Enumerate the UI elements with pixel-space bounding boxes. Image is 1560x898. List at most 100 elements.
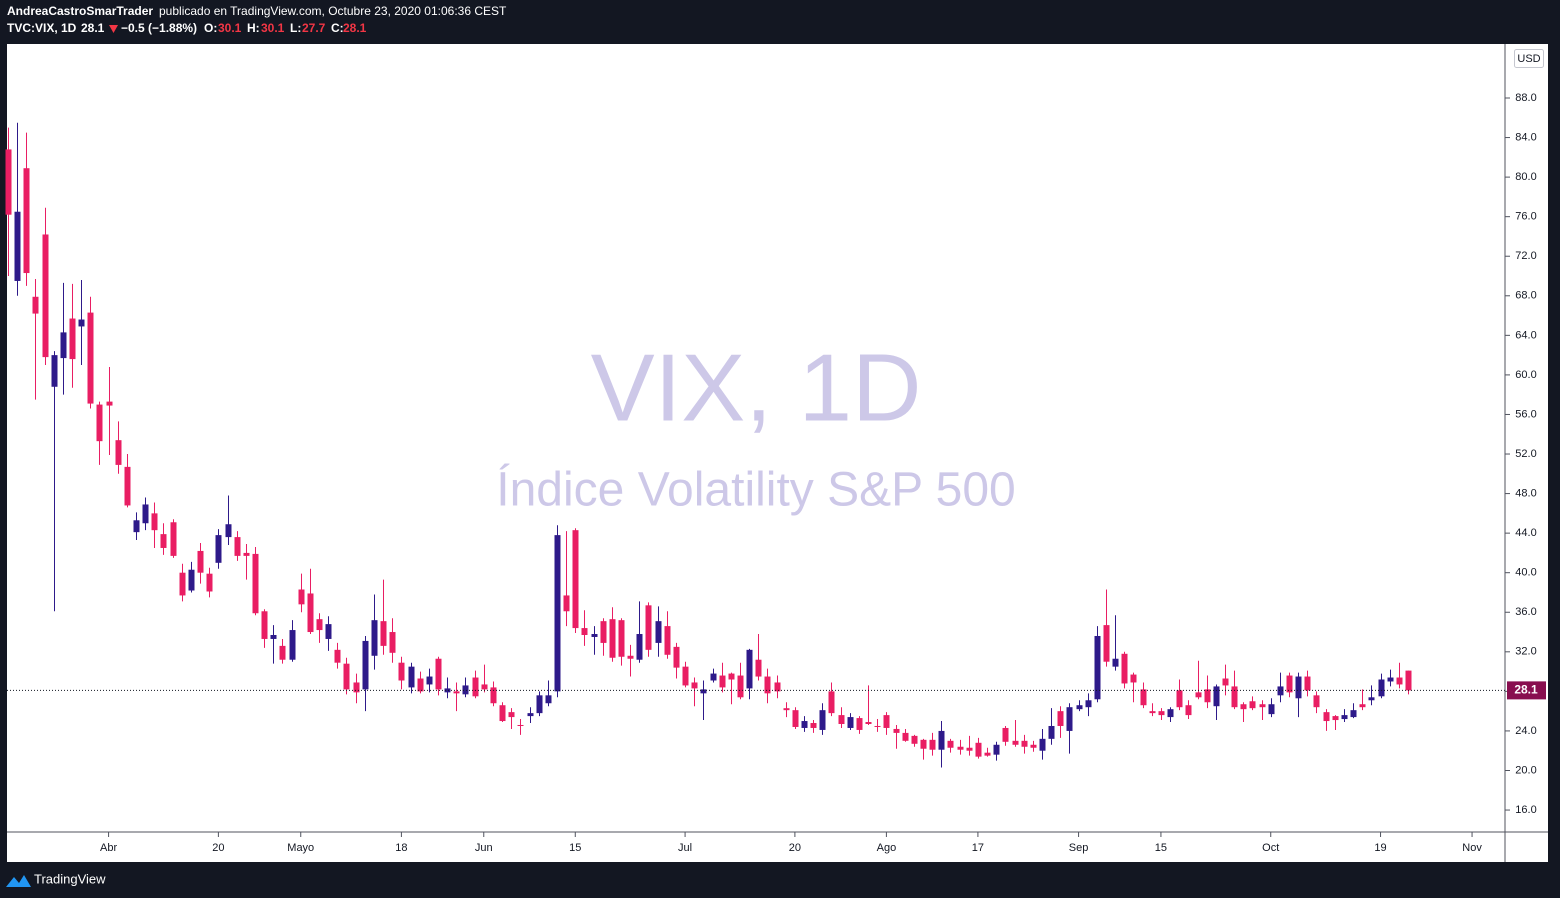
candle-body <box>1240 704 1247 710</box>
candle-body <box>975 742 982 757</box>
candle-body <box>234 537 241 556</box>
low-label: L: <box>290 21 301 35</box>
candle-body <box>929 739 936 750</box>
y-tick-label: 84.0 <box>1515 131 1536 143</box>
y-tick-label: 20.0 <box>1515 764 1536 776</box>
candle-body <box>1039 738 1046 751</box>
candle-body <box>499 705 506 722</box>
candle-body <box>883 715 890 728</box>
candle-body <box>115 440 122 465</box>
candle-body <box>600 621 607 643</box>
candle-body <box>828 691 835 714</box>
candle-body <box>572 530 579 629</box>
candle-body <box>408 666 415 688</box>
x-tick-label: Jun <box>475 842 493 854</box>
x-tick-label: 19 <box>1374 842 1386 854</box>
y-tick-label: 72.0 <box>1515 250 1536 262</box>
candle-body <box>902 732 909 741</box>
candle-body <box>417 678 424 692</box>
last-price-box <box>1507 681 1546 700</box>
candle-body <box>920 739 927 749</box>
y-tick-label: 88.0 <box>1515 92 1536 104</box>
candle-body <box>563 595 570 612</box>
candle-body <box>1213 686 1220 707</box>
candle-body <box>371 620 378 656</box>
candle-body <box>1368 697 1375 701</box>
candle-body <box>1249 701 1256 709</box>
candle-body <box>179 572 186 596</box>
y-tick-label: 48.0 <box>1515 487 1536 499</box>
candle-body <box>353 682 360 693</box>
candle-body <box>398 662 405 681</box>
candle-body <box>60 332 67 359</box>
candle-body <box>1057 711 1064 726</box>
x-tick-label: 17 <box>972 842 984 854</box>
high-label: H: <box>247 21 260 35</box>
candle-body <box>481 684 488 690</box>
candle-body <box>691 682 698 689</box>
candle-body <box>728 673 735 680</box>
candle-body <box>206 573 213 592</box>
chart-area <box>7 44 1548 862</box>
candle-body <box>1002 727 1009 742</box>
candle-body <box>1121 653 1128 684</box>
candle-body <box>1405 670 1412 691</box>
candle-body <box>96 404 103 442</box>
y-tick-label: 60.0 <box>1515 369 1536 381</box>
candle-body <box>966 747 973 751</box>
candle-body <box>426 676 433 685</box>
candle-body <box>197 550 204 573</box>
candle-body <box>1094 635 1101 700</box>
candle-body <box>51 355 58 387</box>
candle-body <box>1204 689 1211 703</box>
candle-body <box>746 649 753 689</box>
candle-body <box>536 695 543 714</box>
candle-body <box>142 504 149 524</box>
candle-body <box>947 740 954 748</box>
x-tick-label: Oct <box>1262 842 1279 854</box>
y-tick-label: 68.0 <box>1515 290 1536 302</box>
candle-body <box>719 675 726 688</box>
candle-body <box>106 401 113 406</box>
currency: USD <box>1517 53 1540 65</box>
candle-body <box>792 710 799 727</box>
candle-body <box>893 728 900 733</box>
candle-body <box>334 649 341 663</box>
candle-body <box>261 611 268 639</box>
candle-body <box>1112 658 1119 667</box>
published: publicado en TradingView.com, Octubre 23… <box>159 4 507 18</box>
y-tick-label: 32.0 <box>1515 646 1536 658</box>
candle-body <box>682 666 689 686</box>
candle-body <box>755 659 762 677</box>
candle-body <box>527 713 534 717</box>
x-tick-label: Abr <box>100 842 117 854</box>
close-value: 28.1 <box>343 21 367 35</box>
currency-box[interactable] <box>1514 49 1544 68</box>
last-price-label: 28.1 <box>1514 683 1538 697</box>
candle-body <box>627 655 634 659</box>
plot <box>5 122 1412 768</box>
candle-body <box>289 630 296 660</box>
candle-body <box>42 234 49 358</box>
x-tick-label: Nov <box>1462 842 1482 854</box>
candle-body <box>1387 677 1394 682</box>
brand: TradingView <box>34 871 106 886</box>
candle-body <box>462 685 469 695</box>
candle-body <box>23 168 30 274</box>
candle-body <box>389 632 396 653</box>
candle-body <box>545 695 552 704</box>
candle-body <box>1341 715 1348 720</box>
candle-body <box>618 620 625 657</box>
candle-body <box>252 553 259 614</box>
candle-body <box>5 149 12 215</box>
candle-body <box>215 535 222 563</box>
candle-body <box>801 721 808 728</box>
candle-body <box>1277 686 1284 696</box>
candle-body <box>362 640 369 690</box>
candle-body <box>1222 678 1229 686</box>
candle-body <box>279 645 286 660</box>
candle-body <box>1158 711 1165 716</box>
candle-body <box>819 710 826 730</box>
candle-body <box>838 715 845 725</box>
